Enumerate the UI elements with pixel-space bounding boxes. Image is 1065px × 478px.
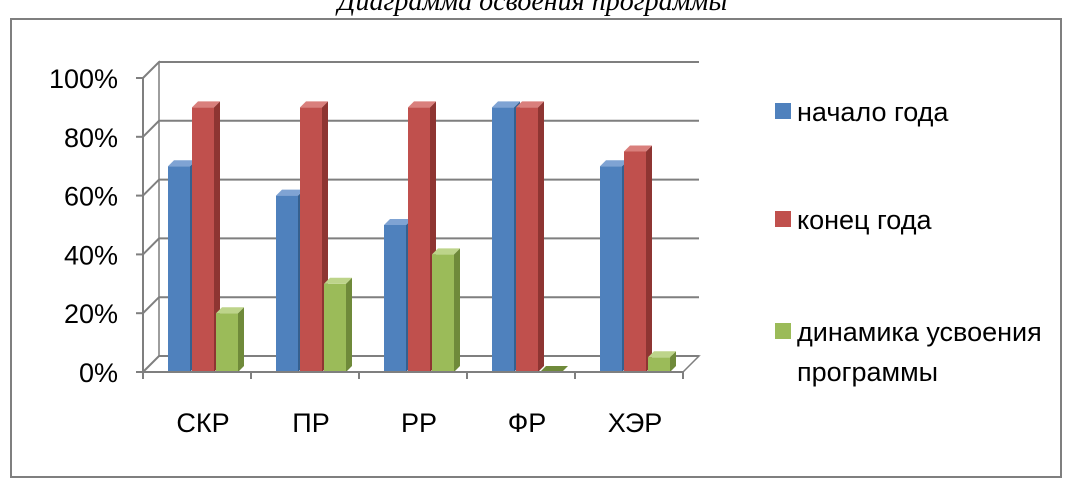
bar-side bbox=[238, 307, 244, 372]
legend-label-dynamics: динамика усвоения программы bbox=[797, 317, 1042, 387]
y-axis-ticks: 0% 20% 40% 60% 80% 100% bbox=[49, 64, 144, 388]
bar-side bbox=[646, 145, 652, 372]
y-tick-label: 80% bbox=[64, 123, 118, 153]
bar bbox=[648, 351, 676, 372]
bars bbox=[168, 101, 676, 373]
bar-side bbox=[454, 248, 460, 372]
chart-title: Диаграмма освоения программы bbox=[337, 0, 728, 17]
bar-front bbox=[600, 166, 622, 372]
bar-top bbox=[276, 189, 304, 196]
bar-top bbox=[600, 160, 628, 167]
bar-front bbox=[192, 107, 214, 373]
bar bbox=[276, 189, 304, 372]
bar-front bbox=[168, 166, 190, 372]
bar-top bbox=[492, 101, 520, 108]
y-tick-label: 20% bbox=[64, 299, 118, 329]
x-tick-label: РР bbox=[401, 408, 437, 438]
legend-label-end: конец года bbox=[797, 205, 932, 235]
bar-top bbox=[300, 101, 328, 108]
bar bbox=[300, 101, 328, 373]
bar-front bbox=[276, 195, 298, 372]
bar-side bbox=[670, 351, 676, 372]
bar bbox=[408, 101, 436, 373]
bar-top bbox=[408, 101, 436, 108]
bar-top bbox=[324, 277, 352, 284]
legend-label-start: начало года bbox=[797, 97, 949, 127]
bar-side bbox=[214, 101, 220, 373]
bar-front bbox=[216, 313, 238, 372]
bar-front bbox=[624, 151, 646, 372]
bar bbox=[216, 307, 244, 372]
bar bbox=[384, 219, 412, 372]
bar bbox=[492, 101, 520, 373]
bar-front bbox=[384, 225, 406, 372]
bar bbox=[324, 277, 352, 372]
bar bbox=[168, 160, 196, 372]
bar-front bbox=[300, 107, 322, 373]
bar-top bbox=[168, 160, 196, 167]
bar-top bbox=[216, 307, 244, 314]
bar-top bbox=[648, 351, 676, 358]
bar-top bbox=[192, 101, 220, 108]
bar-top bbox=[384, 219, 412, 225]
legend-item-end: конец года bbox=[775, 200, 1057, 240]
bar-front bbox=[408, 107, 430, 373]
bar bbox=[624, 145, 652, 372]
gridline bbox=[142, 61, 699, 79]
x-tick-label: СКР bbox=[176, 408, 229, 438]
x-axis-ticks: СКР ПР РР ФР ХЭР bbox=[142, 371, 684, 438]
side-wall bbox=[142, 60, 160, 374]
legend-swatch-dynamics bbox=[775, 323, 791, 339]
bar bbox=[192, 101, 220, 373]
bar-side bbox=[538, 101, 544, 373]
x-tick-label: ПР bbox=[292, 408, 329, 438]
y-tick-label: 40% bbox=[64, 240, 118, 270]
bar-top bbox=[516, 101, 544, 108]
bar bbox=[540, 366, 568, 372]
bar bbox=[516, 101, 544, 373]
bar-top bbox=[624, 145, 652, 152]
bar-top bbox=[432, 248, 460, 255]
legend-swatch-end bbox=[775, 211, 791, 227]
bar-top bbox=[540, 366, 568, 372]
bar-side bbox=[346, 277, 352, 372]
bar-front bbox=[516, 107, 538, 373]
bar-front bbox=[648, 357, 670, 372]
legend-item-dynamics: динамика усвоения программы bbox=[775, 312, 1057, 392]
y-tick-label: 100% bbox=[49, 64, 118, 94]
y-tick-label: 0% bbox=[79, 358, 118, 388]
x-tick-label: ХЭР bbox=[608, 408, 663, 438]
legend-swatch-start bbox=[775, 103, 791, 119]
bar bbox=[432, 248, 460, 372]
bar bbox=[600, 160, 628, 372]
y-tick-label: 60% bbox=[64, 182, 118, 212]
bar-front bbox=[492, 107, 514, 373]
legend-item-start: начало года bbox=[775, 92, 1057, 132]
bar-chart: 0% 20% 40% 60% 80% 100% СКР ПР РР ФР ХЭР bbox=[49, 60, 701, 438]
bar-front bbox=[432, 254, 454, 372]
x-tick-label: ФР bbox=[508, 408, 547, 438]
bar-front bbox=[324, 283, 346, 372]
